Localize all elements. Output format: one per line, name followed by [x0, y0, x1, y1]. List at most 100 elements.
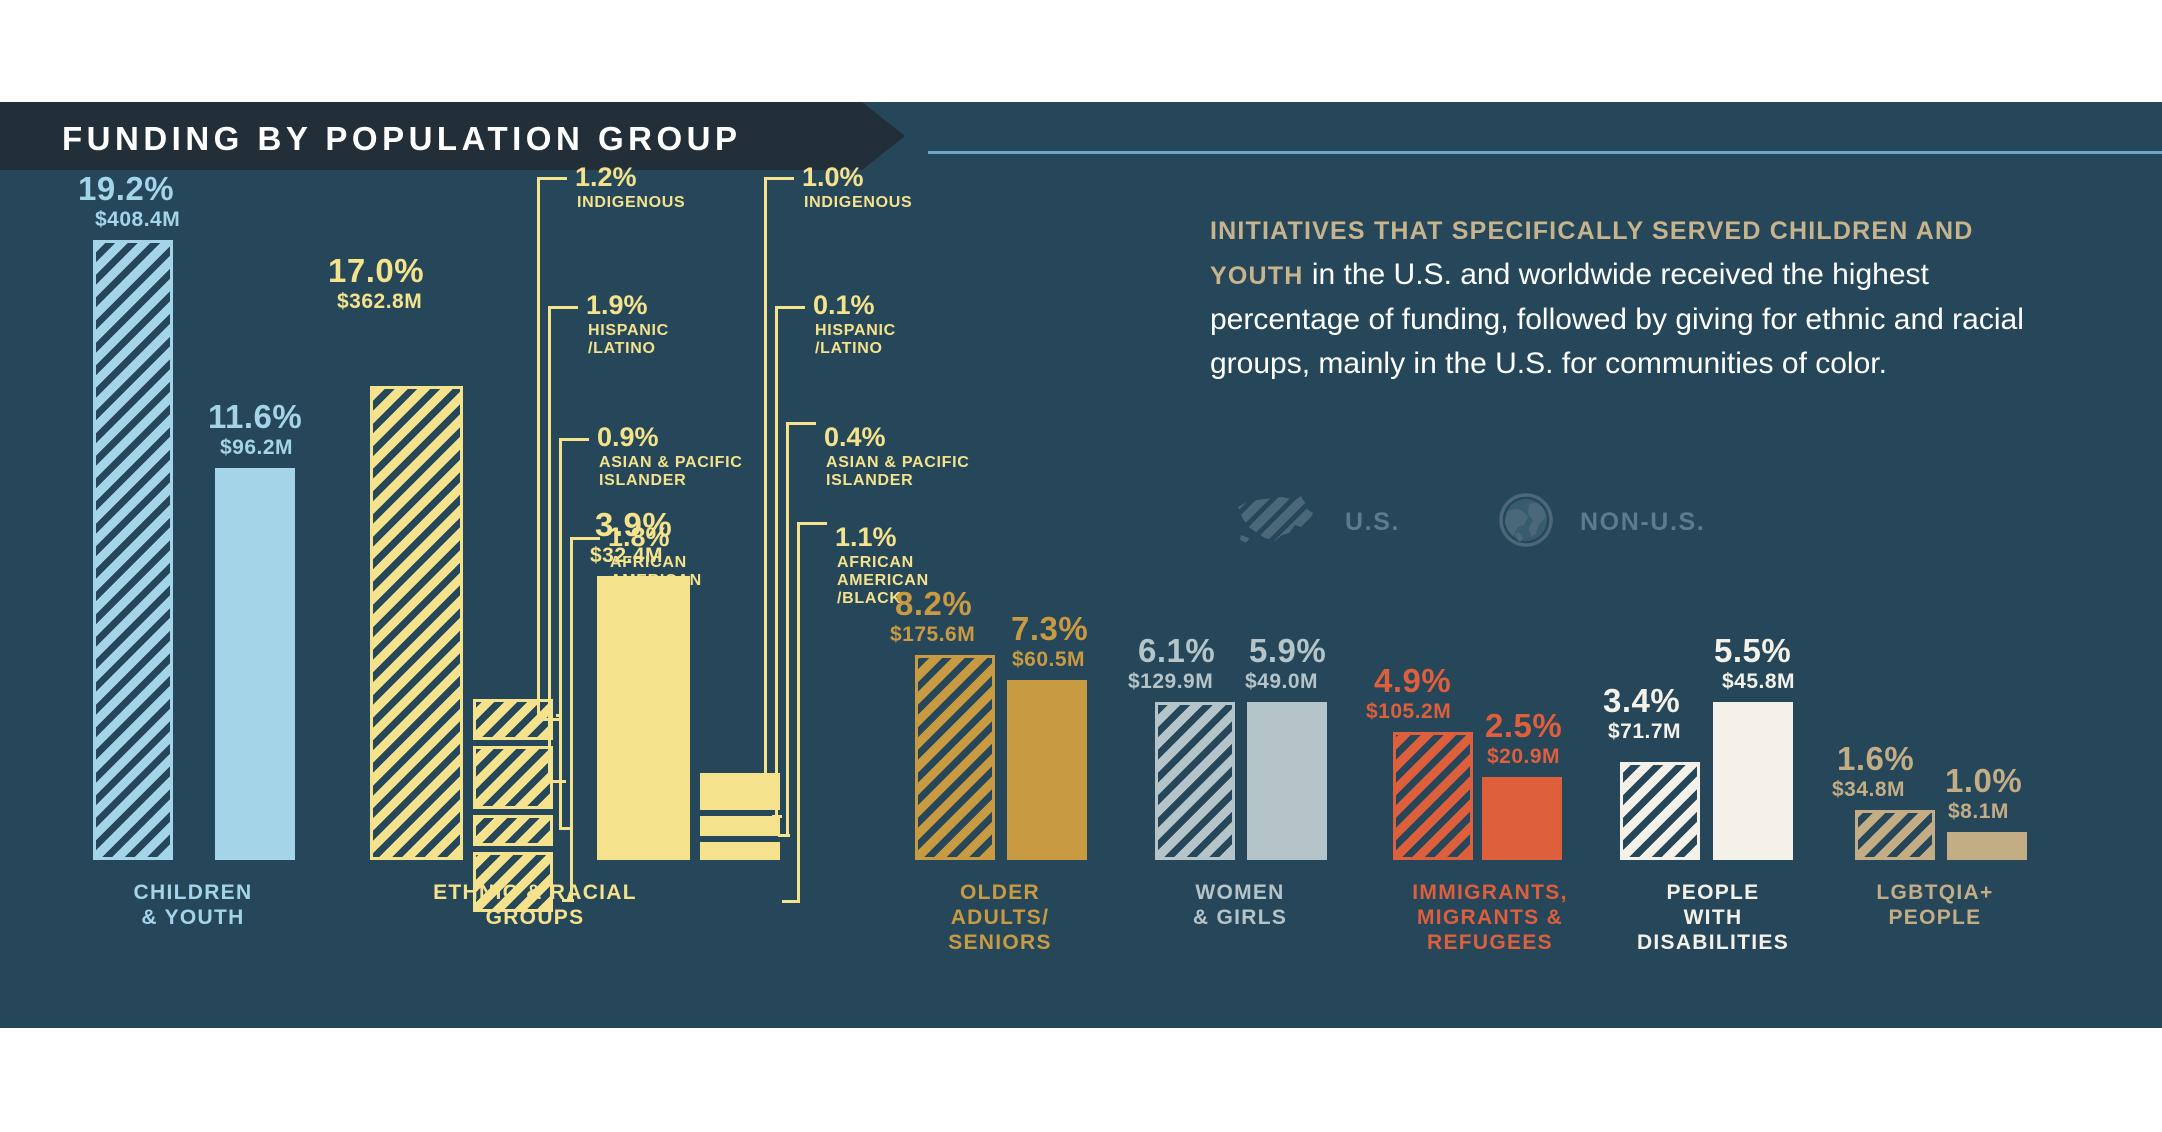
leader-line-horizontal	[548, 306, 578, 309]
leader-line-vertical	[570, 537, 573, 902]
legend-nonus-label: NON-U.S.	[1580, 508, 1706, 536]
leader-line-horizontal	[548, 780, 566, 783]
value-amount: $34.8M	[1832, 778, 1906, 801]
bar-nonus-solid	[1247, 702, 1327, 860]
legend: U.S. NON-U.S.	[1235, 492, 1705, 553]
summary-paragraph: INITIATIVES THAT SPECIFICALLY SERVED CHI…	[1210, 208, 2070, 386]
bar-nonus-solid	[597, 576, 690, 860]
value-amount: $71.7M	[1608, 720, 1682, 743]
leader-line-horizontal	[797, 522, 827, 525]
bar-us-hatched	[370, 386, 463, 860]
breakdown-name: ASIAN & PACIFIC ISLANDER	[599, 454, 743, 489]
value-amount: $105.2M	[1366, 700, 1452, 723]
bar-us-hatched	[1620, 762, 1700, 860]
value-pct: 4.9%	[1374, 662, 1452, 699]
value-amount: $129.9M	[1128, 670, 1214, 693]
group-label-older-adults: OLDER ADULTS/ SENIORS	[948, 881, 1052, 954]
bar-us-breakdown-segment	[473, 815, 553, 846]
breakdown-name: INDIGENOUS	[804, 194, 913, 211]
bar-nonus-solid	[215, 468, 295, 860]
value-pct: 11.6%	[208, 398, 303, 435]
value-amount: $96.2M	[220, 436, 294, 459]
leader-line-vertical	[559, 438, 562, 830]
bar-nonus-solid	[1713, 702, 1793, 860]
leader-line-horizontal	[764, 177, 794, 180]
breakdown-pct: 0.9%	[597, 422, 659, 452]
leader-line-horizontal	[775, 306, 805, 309]
bar-nonus-solid	[1947, 832, 2027, 860]
globe-icon	[1498, 492, 1554, 553]
us-map-icon	[1235, 494, 1319, 551]
group-label-children-youth: CHILDREN & YOUTH	[133, 881, 253, 929]
breakdown-pct: 1.2%	[575, 162, 637, 192]
bar-nonus-breakdown-segment	[700, 816, 780, 836]
leader-line-vertical	[786, 422, 789, 837]
value-amount: $362.8M	[337, 290, 423, 313]
value-amount: $175.6M	[890, 623, 976, 646]
breakdown-pct: 0.4%	[824, 422, 886, 452]
summary-rest: in the U.S. and worldwide received the h…	[1210, 258, 2024, 380]
value-pct: 6.1%	[1138, 632, 1216, 669]
leader-line	[556, 714, 559, 717]
value-pct: 3.9%	[595, 506, 673, 543]
bar-us-hatched	[915, 655, 995, 860]
bar-nonus-breakdown-segment	[700, 773, 780, 810]
leader-line-vertical	[775, 306, 778, 818]
leader-line-vertical	[548, 306, 551, 783]
value-pct: 17.0%	[328, 252, 425, 289]
header-divider-rule	[928, 151, 2162, 154]
leader-line-horizontal	[786, 422, 816, 425]
breakdown-pct: 1.9%	[586, 290, 648, 320]
group-label-women-girls: WOMEN & GIRLS	[1192, 881, 1288, 929]
leader-line-horizontal	[782, 900, 800, 903]
bar-nonus-solid	[1007, 680, 1087, 860]
leader-line-horizontal	[570, 537, 600, 540]
breakdown-pct: 1.0%	[802, 162, 864, 192]
summary-highlight: INITIATIVES THAT SPECIFICALLY SERVED CHI…	[1210, 217, 1974, 290]
value-pct: 5.9%	[1249, 632, 1327, 669]
page-title: FUNDING BY POPULATION GROUP	[62, 120, 742, 157]
breakdown-pct: 0.1%	[813, 290, 875, 320]
value-amount: $32.4M	[590, 544, 664, 567]
value-pct: 2.5%	[1485, 707, 1563, 744]
bar-chart: 19.2% $408.4M 11.6% $96.2M CHILDREN & YO…	[0, 162, 2162, 1028]
value-amount: $408.4M	[95, 208, 181, 231]
bar-nonus-solid	[1482, 777, 1562, 860]
value-pct: 5.5%	[1714, 632, 1792, 669]
header-arrow-shape	[0, 102, 905, 170]
value-pct: 1.6%	[1837, 740, 1915, 777]
value-pct: 8.2%	[895, 585, 973, 622]
bar-us-hatched	[1855, 810, 1935, 860]
breakdown-name: AFRICAN AMERICAN /BLACK	[837, 554, 929, 607]
breakdown-name: HISPANIC /LATINO	[588, 322, 669, 357]
breakdown-name: HISPANIC /LATINO	[815, 322, 896, 357]
value-pct: 7.3%	[1011, 610, 1089, 647]
leader-line-vertical	[537, 177, 540, 721]
breakdown-pct: 1.8%	[608, 522, 670, 552]
breakdown-pct: 1.1%	[835, 522, 897, 552]
leader-line-horizontal	[764, 787, 780, 790]
value-amount: $60.5M	[1012, 648, 1086, 671]
leader-line-horizontal	[772, 815, 782, 818]
chart-panel-background	[0, 102, 2162, 1028]
bar-us-hatched	[1155, 702, 1235, 860]
leader-line-horizontal	[537, 177, 567, 180]
leader-line-vertical	[764, 177, 767, 790]
bar-nonus-breakdown-segment	[700, 842, 780, 860]
value-pct: 19.2%	[78, 170, 175, 207]
value-amount: $49.0M	[1245, 670, 1319, 693]
group-label-ethnic-racial: ETHNIC & RACIAL GROUPS	[433, 881, 637, 929]
value-pct: 3.4%	[1603, 682, 1681, 719]
leader-line-vertical	[797, 522, 800, 903]
legend-us-label: U.S.	[1345, 508, 1401, 536]
group-label-immigrants: IMMIGRANTS, MIGRANTS & REFUGEES	[1412, 881, 1568, 954]
bar-us-hatched	[93, 240, 173, 860]
bar-us-breakdown-segment	[473, 852, 553, 912]
breakdown-name: INDIGENOUS	[577, 194, 686, 211]
group-label-lgbtqia: LGBTQIA+ PEOPLE	[1876, 881, 1994, 929]
value-amount: $8.1M	[1948, 800, 2009, 823]
breakdown-name: ASIAN & PACIFIC ISLANDER	[826, 454, 970, 489]
value-amount: $45.8M	[1722, 670, 1796, 693]
header-bar: FUNDING BY POPULATION GROUP	[0, 102, 2162, 170]
